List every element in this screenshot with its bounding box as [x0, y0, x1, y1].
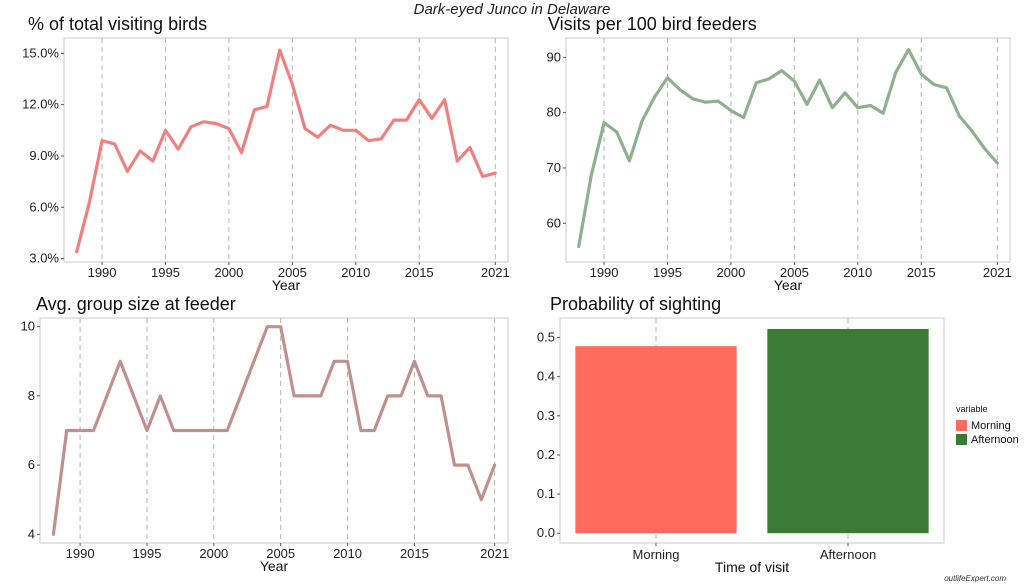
series-line	[577, 47, 999, 249]
y-tick-label: 4	[28, 526, 35, 541]
x-tick-label: 1995	[133, 546, 162, 561]
y-tick-label: 15.0%	[22, 45, 59, 60]
y-tick-label: 12.0%	[22, 97, 59, 112]
bar-chart-3: Morning Afternoon 0.0 0.1 0.2 0.3 0.4 0.5 Time o…	[537, 317, 1019, 575]
y-tick-label: 3.0%	[29, 251, 59, 266]
panel-border	[39, 317, 509, 544]
x-tick-label: 2021	[480, 546, 509, 561]
y-tick-label: 8	[28, 388, 35, 403]
x-axis-title: Year	[774, 277, 803, 293]
x-tick-label: 2015	[400, 546, 429, 561]
panel-border	[559, 317, 945, 544]
bar-morning	[575, 346, 737, 534]
line-chart-1: 60 70 80 90 1990 1995 2000 2005 2010 2015 2021 Year	[547, 37, 1012, 293]
line-chart-2: 4 6 8 10 1990 1995 2000 2005 2010 2015 2021 Year	[21, 317, 509, 574]
y-tick-label: 6.0%	[29, 199, 59, 214]
y-tick-label: 0.1	[537, 486, 555, 501]
x-tick-label: Afternoon	[820, 547, 876, 562]
y-tick-label: 80	[547, 105, 561, 120]
legend-swatch-morning	[956, 420, 967, 431]
chart-title-visiting-birds: % of total visiting birds	[28, 14, 208, 34]
y-tick-label: 70	[547, 160, 561, 175]
y-tick-label: 9.0%	[29, 148, 59, 163]
legend-title: variable	[956, 404, 988, 414]
x-tick-label: 2005	[780, 265, 809, 280]
y-tick-label: 0.0	[537, 525, 555, 540]
x-tick-label: 1990	[88, 265, 117, 280]
figure-title: Dark-eyed Junco in Delaware	[413, 1, 611, 18]
legend-label-morning: Morning	[971, 420, 1011, 432]
x-tick-label: 2005	[266, 546, 295, 561]
y-tick-label: 0.4	[537, 369, 555, 384]
y-tick-label: 60	[547, 215, 561, 230]
x-tick-label: 2000	[716, 265, 745, 280]
x-tick-label: 1995	[653, 265, 682, 280]
chart-title-visits-per-feeder: Visits per 100 bird feeders	[548, 14, 757, 34]
bar-afternoon	[767, 328, 929, 534]
x-tick-label: 2010	[333, 546, 362, 561]
y-tick-label: 10	[21, 319, 35, 334]
series-line	[51, 325, 497, 536]
x-tick-label: 2021	[983, 265, 1012, 280]
y-tick-label: 0.3	[537, 408, 555, 423]
x-axis-title: Year	[272, 277, 301, 293]
x-tick-label: 2000	[199, 546, 228, 561]
watermark-text: outlifeExpert.com	[944, 574, 1006, 583]
legend-swatch-afternoon	[956, 434, 967, 445]
y-tick-label: 0.5	[537, 330, 555, 345]
x-tick-label: 1990	[590, 265, 619, 280]
legend: variable Morning Afternoon	[956, 404, 1019, 446]
y-tick-label: 6	[28, 457, 35, 472]
x-axis-title: Time of visit	[715, 559, 789, 575]
y-tick-label: 90	[547, 49, 561, 64]
y-tick-label: 0.2	[537, 447, 555, 462]
x-tick-label: 2021	[481, 265, 510, 280]
x-tick-label: 2000	[214, 265, 243, 280]
x-tick-label: 1995	[151, 265, 180, 280]
x-tick-label: 1990	[66, 546, 95, 561]
panel-border	[565, 37, 1011, 263]
series-line	[75, 48, 497, 254]
chart-title-probability: Probability of sighting	[550, 294, 722, 314]
x-tick-label: 2010	[843, 265, 872, 280]
x-axis-title: Year	[260, 558, 289, 574]
legend-label-afternoon: Afternoon	[971, 434, 1019, 446]
x-tick-label: Morning	[633, 547, 680, 562]
x-tick-label: 2015	[405, 265, 434, 280]
line-chart-0: 3.0% 6.0% 9.0% 12.0% 15.0% 1990 1995 2000 2005 20…	[22, 37, 510, 293]
x-tick-label: 2010	[341, 265, 370, 280]
x-tick-label: 2005	[278, 265, 307, 280]
chart-title-group-size: Avg. group size at feeder	[36, 294, 236, 314]
panel-border	[63, 37, 509, 263]
x-tick-label: 2015	[907, 265, 936, 280]
